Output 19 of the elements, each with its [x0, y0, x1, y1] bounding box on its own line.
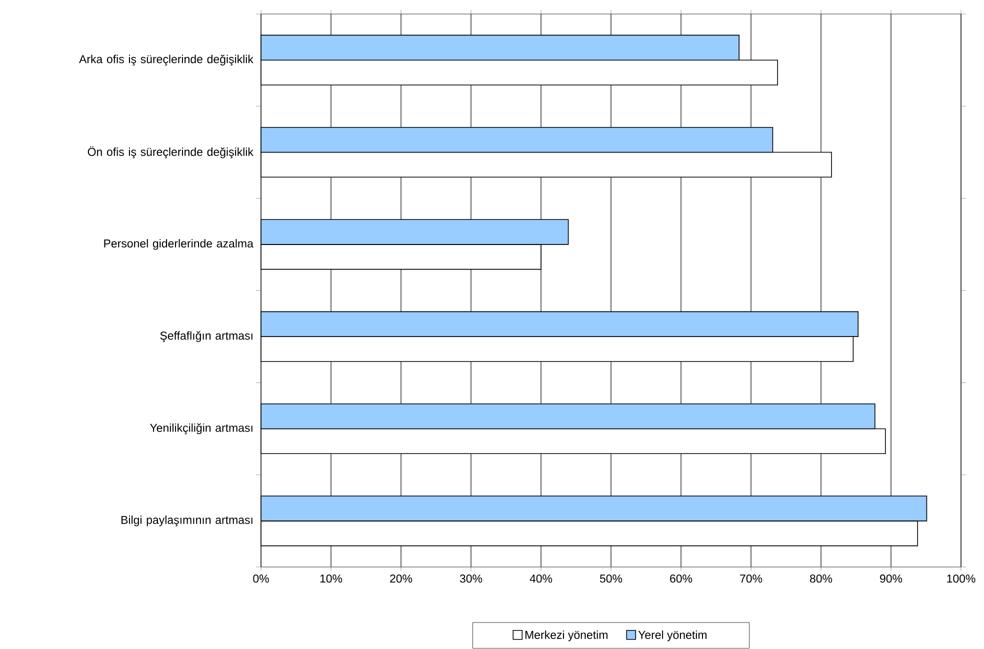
x-tick-label: 80%	[810, 574, 832, 583]
legend-label: Merkezi yönetim	[525, 630, 608, 642]
y-tick-label: Ön ofis iş süreçlerinde değişiklik	[88, 146, 254, 159]
x-tick-label: 90%	[880, 574, 902, 583]
x-tick-label: 70%	[740, 574, 762, 583]
x-tick-label: 40%	[530, 574, 552, 583]
legend-label: Yerel yönetim	[638, 630, 707, 642]
x-tick-label: 20%	[390, 574, 412, 583]
y-tick-label: Yenilikçiliğin artması	[150, 424, 252, 434]
y-tick-label: Personel giderlerinde azalma	[104, 239, 254, 250]
x-tick-label: 60%	[670, 574, 692, 583]
y-tick-label: Şeffaflığın artması	[160, 331, 252, 342]
x-tick-label: 30%	[460, 574, 482, 583]
y-tick-label: Bilgi paylaşımının artması	[121, 516, 252, 527]
x-tick-label: 50%	[600, 574, 622, 583]
x-tick-label: 0%	[253, 574, 269, 583]
x-tick-label: 10%	[320, 574, 342, 583]
x-tick-label: 100%	[947, 574, 976, 583]
y-tick-label: Arka ofis iş süreçlerinde değişiklik	[79, 54, 254, 66]
